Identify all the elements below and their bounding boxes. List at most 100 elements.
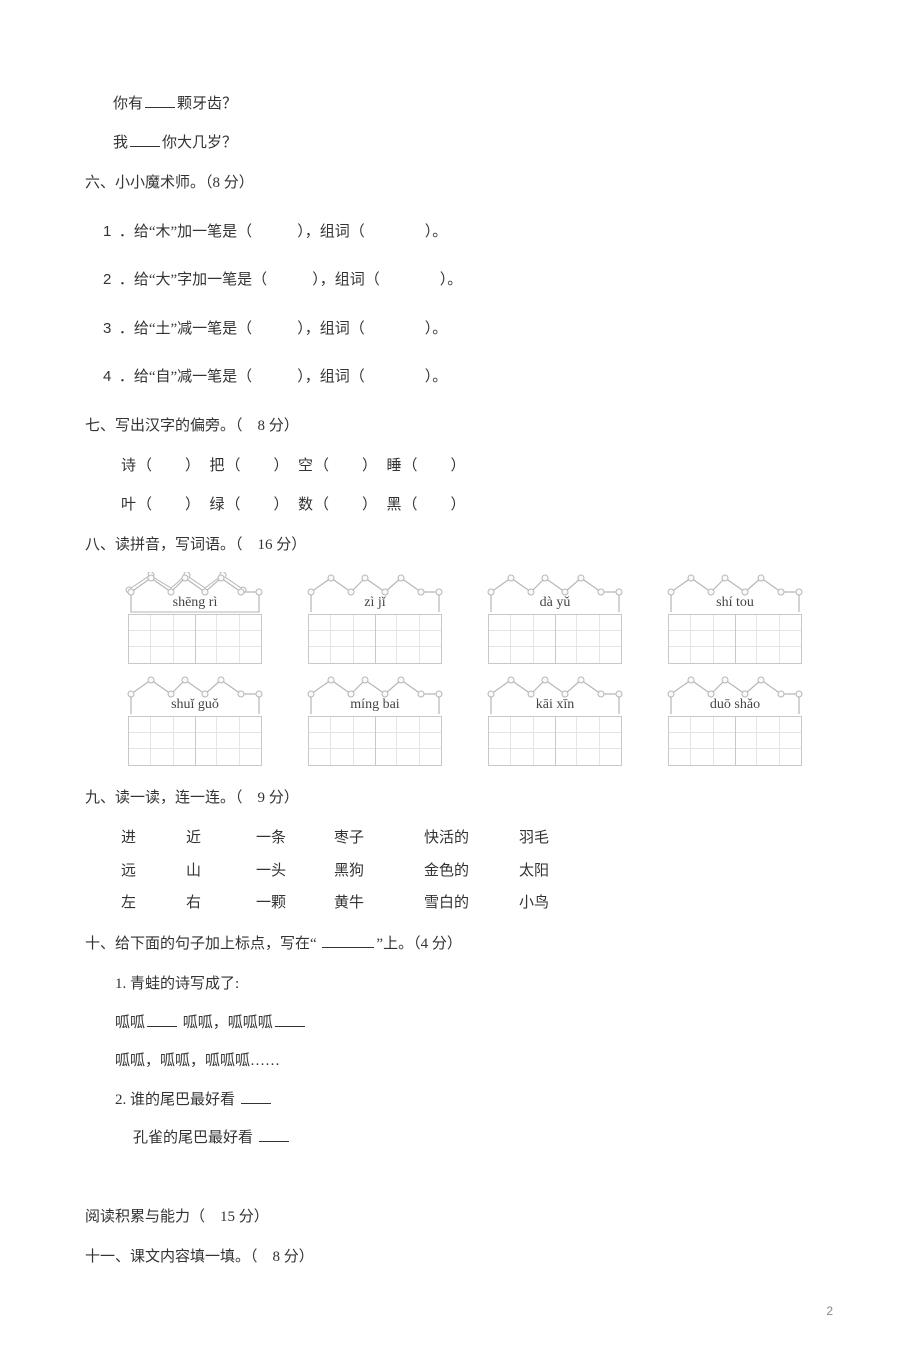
blank bbox=[275, 1011, 305, 1026]
crown-box: duō shǎo bbox=[655, 674, 815, 766]
word: 左 bbox=[121, 889, 186, 918]
q6-title: 六、小小魔术师。（8 分） bbox=[85, 169, 835, 198]
writing-grid bbox=[128, 716, 262, 766]
page-number: 2 bbox=[85, 1300, 835, 1323]
blank bbox=[130, 131, 160, 146]
points: 8 分 bbox=[213, 175, 239, 191]
text: 我 bbox=[113, 135, 128, 151]
word: 羽毛 bbox=[519, 824, 579, 853]
crown-icon: duō shǎo bbox=[665, 674, 805, 716]
text: ．给“自”减一笔是（ bbox=[119, 369, 252, 385]
q6-item: 3 ．给“土”减一笔是（ ），组词（ ）。 bbox=[103, 315, 835, 344]
pinyin-row: shēng rì zì jǐ dà yǔ shí tou bbox=[115, 572, 815, 664]
text: ”上。（ bbox=[376, 936, 420, 952]
points: 4 分 bbox=[421, 936, 447, 952]
writing-grid bbox=[668, 716, 802, 766]
spacer bbox=[85, 1163, 835, 1191]
pinyin-label: shēng rì bbox=[125, 590, 265, 617]
word: 快活的 bbox=[424, 824, 519, 853]
crown-box: shí tou bbox=[655, 572, 815, 664]
q5-line1: 你有颗牙齿？ bbox=[85, 90, 835, 119]
text: 孔雀的尾巴最好看 bbox=[133, 1130, 253, 1146]
text: ），组词（ bbox=[312, 272, 380, 288]
text: 你大几岁？ bbox=[162, 135, 237, 151]
text: 2. 谁的尾巴最好看 bbox=[115, 1092, 235, 1108]
word: 太阳 bbox=[519, 857, 579, 886]
pinyin-row: shuǐ guǒ míng bai kāi xīn duō shǎo bbox=[115, 674, 815, 766]
q6-item: 4 ．给“自”减一笔是（ ），组词（ ）。 bbox=[103, 363, 835, 392]
match-row: 远 山 一头 黑狗 金色的 太阳 bbox=[121, 857, 835, 886]
word: 一条 bbox=[256, 824, 334, 853]
text: ） bbox=[447, 936, 462, 952]
section-b-title: 阅读积累与能力（ 15 分） bbox=[85, 1203, 835, 1232]
writing-grid bbox=[308, 614, 442, 664]
crown-icon: shēng rì bbox=[125, 572, 265, 614]
pinyin-label: duō shǎo bbox=[665, 692, 805, 719]
crown-box: kāi xīn bbox=[475, 674, 635, 766]
text: ），组词（ bbox=[297, 321, 365, 337]
crown-icon: kāi xīn bbox=[485, 674, 625, 716]
q7-row: 诗（ ） 把（ ） 空（ ） 睡（ ） bbox=[121, 452, 835, 481]
word: 进 bbox=[121, 824, 186, 853]
crown-icon: shí tou bbox=[665, 572, 805, 614]
crown-box: shuǐ guǒ bbox=[115, 674, 275, 766]
crown-box: zì jǐ bbox=[295, 572, 455, 664]
word: 雪白的 bbox=[424, 889, 519, 918]
q11-title: 十一、课文内容填一填。（ 8 分） bbox=[85, 1243, 835, 1272]
blank bbox=[259, 1127, 289, 1142]
pinyin-label: dà yǔ bbox=[485, 590, 625, 617]
text: ．给“土”减一笔是（ bbox=[119, 321, 252, 337]
exam-page: 你有颗牙齿？ 我你大几岁？ 六、小小魔术师。（8 分） 1 ．给“木”加一笔是（… bbox=[0, 0, 920, 1352]
q10-line: 1. 青蛙的诗写成了: bbox=[85, 970, 835, 999]
crown-icon: míng bai bbox=[305, 674, 445, 716]
word: 黑狗 bbox=[334, 857, 424, 886]
num: 2 bbox=[103, 271, 111, 288]
text: 颗牙齿？ bbox=[177, 96, 237, 112]
q5-line2: 我 你大几岁？ bbox=[85, 129, 835, 158]
writing-grid bbox=[668, 614, 802, 664]
word: 一头 bbox=[256, 857, 334, 886]
word: 山 bbox=[186, 857, 256, 886]
crown-box: dà yǔ bbox=[475, 572, 635, 664]
text: ）。 bbox=[425, 224, 448, 240]
q9-title: 九、读一读，连一连。（ 9 分） bbox=[85, 784, 835, 813]
q10-title: 十、给下面的句子加上标点，写在“ ”上。（4 分） bbox=[85, 930, 835, 959]
text: 呱呱，呱呱呱 bbox=[183, 1015, 273, 1031]
text: ．给“大”字加一笔是（ bbox=[119, 272, 267, 288]
match-row: 进 近 一条 枣子 快活的 羽毛 bbox=[121, 824, 835, 853]
text: 六、小小魔术师。（ bbox=[85, 175, 213, 191]
word: 金色的 bbox=[424, 857, 519, 886]
pinyin-label: míng bai bbox=[305, 692, 445, 719]
num: 1 bbox=[103, 223, 111, 240]
q10-line: 呱呱，呱呱，呱呱呱…… bbox=[85, 1047, 835, 1076]
pinyin-label: kāi xīn bbox=[485, 692, 625, 719]
word: 一颗 bbox=[256, 889, 334, 918]
crown-icon: zì jǐ bbox=[305, 572, 445, 614]
text: ．给“木”加一笔是（ bbox=[119, 224, 252, 240]
q6-item: 2 ．给“大”字加一笔是（ ），组词（ ）。 bbox=[103, 266, 835, 295]
text: 呱呱 bbox=[115, 1015, 145, 1031]
pinyin-label: shí tou bbox=[665, 590, 805, 617]
q10-line: 孔雀的尾巴最好看 bbox=[85, 1124, 835, 1153]
q7-row: 叶（ ） 绿（ ） 数（ ） 黑（ ） bbox=[121, 491, 835, 520]
q6-item: 1 ．给“木”加一笔是（ ），组词（ ）。 bbox=[103, 218, 835, 247]
writing-grid bbox=[488, 716, 622, 766]
word: 黄牛 bbox=[334, 889, 424, 918]
text: ），组词（ bbox=[297, 224, 365, 240]
match-row: 左 右 一颗 黄牛 雪白的 小鸟 bbox=[121, 889, 835, 918]
blank bbox=[145, 93, 175, 108]
q10-line: 呱呱 呱呱，呱呱呱 bbox=[85, 1009, 835, 1038]
writing-grid bbox=[128, 614, 262, 664]
word: 近 bbox=[186, 824, 256, 853]
num: 4 bbox=[103, 368, 111, 385]
text: ）。 bbox=[425, 321, 448, 337]
num: 3 bbox=[103, 320, 111, 337]
word: 远 bbox=[121, 857, 186, 886]
blank bbox=[322, 932, 374, 947]
crown-box: shēng rì bbox=[115, 572, 275, 664]
word: 小鸟 bbox=[519, 889, 579, 918]
pinyin-label: shuǐ guǒ bbox=[125, 692, 265, 719]
text: ） bbox=[239, 175, 254, 191]
text: 十、给下面的句子加上标点，写在“ bbox=[85, 936, 317, 952]
blank bbox=[147, 1011, 177, 1026]
